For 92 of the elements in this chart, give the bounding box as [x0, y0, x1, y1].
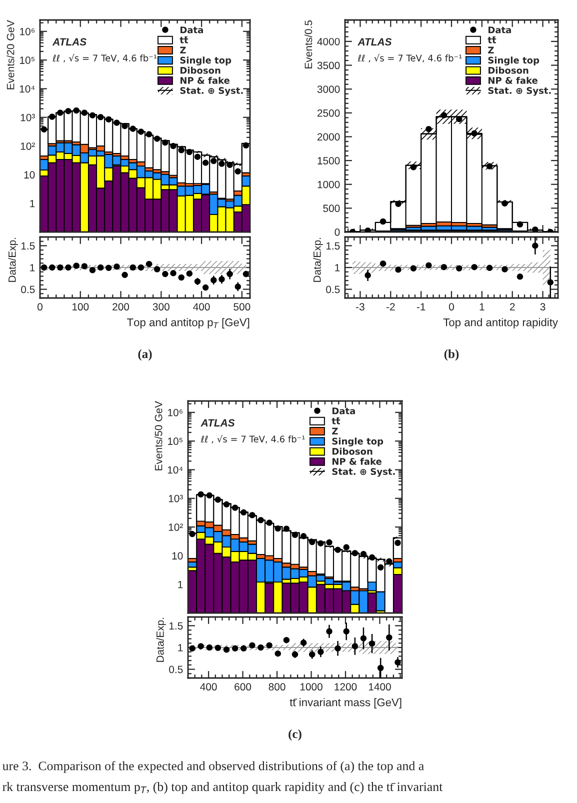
x-tick-label: 0 [449, 303, 454, 311]
legend-label: Z [180, 46, 186, 54]
legend-label: Z [332, 428, 338, 434]
y-tick-label: 4000 [317, 38, 340, 46]
legend-label: NP & fake [180, 76, 230, 84]
x-tick-label: 400 [200, 683, 217, 691]
text: ure 3. Comparison of the expected and observed distributions of (a) the top and a [2, 761, 424, 773]
legend-label: Single top [488, 56, 540, 66]
text: rk transverse momentum p$_{T}$, (b) top and antitop quark rapidity and (c) the tt̄ invariant [2, 782, 443, 794]
x-tick-label: 400 [193, 303, 210, 311]
y-tick-label: 1500 [318, 157, 340, 164]
legend-label: Diboson [180, 66, 220, 74]
annotation: ATLAS [52, 38, 86, 46]
legend-label: Data [332, 408, 355, 414]
x-tick-label: 1200 [334, 683, 357, 691]
y-axis-title: Data/Exp. [313, 238, 323, 282]
y-tick-label: 10³ [168, 494, 183, 502]
legend-label: tt̄ [332, 417, 340, 424]
x-tick-label: 3 [540, 303, 546, 311]
x-axis-title: Top and antitop p$_{T}$ [GeV] [127, 318, 250, 328]
y-tick-label: 10⁵ [168, 438, 182, 445]
x-tick-label: 600 [234, 683, 252, 691]
y-tick-label: 2500 [317, 109, 340, 117]
y-tick-label: 0.5 [326, 286, 340, 294]
legend-label: Data [488, 26, 511, 34]
legend-label: Diboson [488, 66, 528, 74]
y-tick-label: 10 [172, 552, 183, 560]
y-tick-label: 10³ [20, 114, 35, 122]
y-axis-title: Events/20 GeV [6, 20, 14, 90]
x-tick-label: 1 [480, 303, 484, 310]
y-tick-label: 1 [30, 264, 35, 272]
legend-label: Stat. ⊕ Syst. [488, 87, 551, 96]
legend-label: Data [180, 26, 203, 34]
y-tick-label: 1.5 [326, 242, 340, 250]
legend-label: NP & fake [488, 76, 538, 84]
text: (a) [138, 349, 152, 361]
y-tick-label: 500 [323, 204, 340, 212]
text: (c) [288, 729, 302, 741]
x-tick-label: 800 [268, 683, 286, 691]
y-tick-label: 1 [178, 644, 183, 652]
x-tick-label: 300 [152, 303, 170, 311]
x-tick-label: 1000 [300, 683, 322, 691]
x-tick-label: 200 [112, 303, 130, 311]
x-tick-label: 100 [72, 303, 89, 311]
y-tick-label: 0.5 [169, 666, 183, 674]
legend-label: Diboson [332, 448, 372, 455]
annotation: ℓℓ , √s = 7 TeV, 4.6 fb⁻¹ [200, 435, 305, 444]
y-tick-label: 10⁵ [20, 56, 34, 64]
annotation: ℓℓ , √s = 7 TeV, 4.6 fb⁻¹ [358, 54, 462, 62]
y-tick-label: 10 [24, 171, 35, 179]
legend-label: Stat. ⊕ Syst. [180, 87, 243, 96]
legend-label: Stat. ⊕ Syst. [332, 468, 395, 477]
y-tick-label: 1 [178, 580, 183, 588]
annotation: ATLAS [200, 419, 235, 427]
legend-label: tt̄ [488, 36, 496, 44]
y-axis-title: Events/50 GeV [154, 401, 162, 470]
y-tick-label: 3500 [317, 62, 340, 70]
y-tick-label: 0.5 [21, 286, 35, 294]
x-tick-label: -1 [416, 303, 426, 310]
y-tick-label: 10⁴ [168, 466, 183, 474]
annotation: ℓℓ , √s = 7 TeV, 4.6 fb⁻¹ [52, 54, 157, 62]
x-tick-label: 2 [510, 303, 515, 310]
text: (b) [444, 349, 459, 361]
x-axis-title: Top and antitop rapidity [443, 318, 558, 328]
y-axis-title: Events/0.5 [304, 20, 312, 68]
y-tick-label: 10² [168, 524, 183, 531]
y-tick-label: 10⁶ [168, 408, 183, 416]
y-tick-label: 10² [20, 142, 35, 150]
y-tick-label: 1.5 [169, 622, 183, 630]
legend-label: Single top [332, 438, 384, 446]
x-tick-label: 1400 [368, 683, 391, 691]
y-axis-title: Data/Exp. [156, 618, 166, 662]
y-tick-label: 1.5 [21, 242, 35, 250]
x-tick-label: -3 [356, 303, 364, 311]
legend-label: Single top [180, 56, 232, 66]
y-tick-label: 2000 [317, 133, 340, 141]
y-tick-label: 10⁶ [20, 28, 35, 36]
y-axis-title: Data/Exp. [8, 238, 18, 282]
y-tick-label: 3000 [317, 86, 340, 93]
x-tick-label: 500 [234, 303, 250, 311]
y-tick-label: 10⁴ [20, 85, 35, 93]
legend-label: NP & fake [332, 458, 382, 465]
x-tick-label: 0 [38, 303, 42, 311]
y-tick-label: 1 [335, 264, 340, 272]
legend-label: Z [488, 46, 494, 54]
y-tick-label: 0 [334, 228, 340, 236]
y-tick-label: 1 [30, 200, 35, 208]
x-tick-label: -2 [386, 303, 395, 310]
y-tick-label: 1000 [318, 180, 340, 188]
legend-label: tt̄ [180, 36, 188, 44]
annotation: ATLAS [358, 38, 392, 46]
x-axis-title: tt̄ invariant mass [GeV] [290, 698, 402, 708]
